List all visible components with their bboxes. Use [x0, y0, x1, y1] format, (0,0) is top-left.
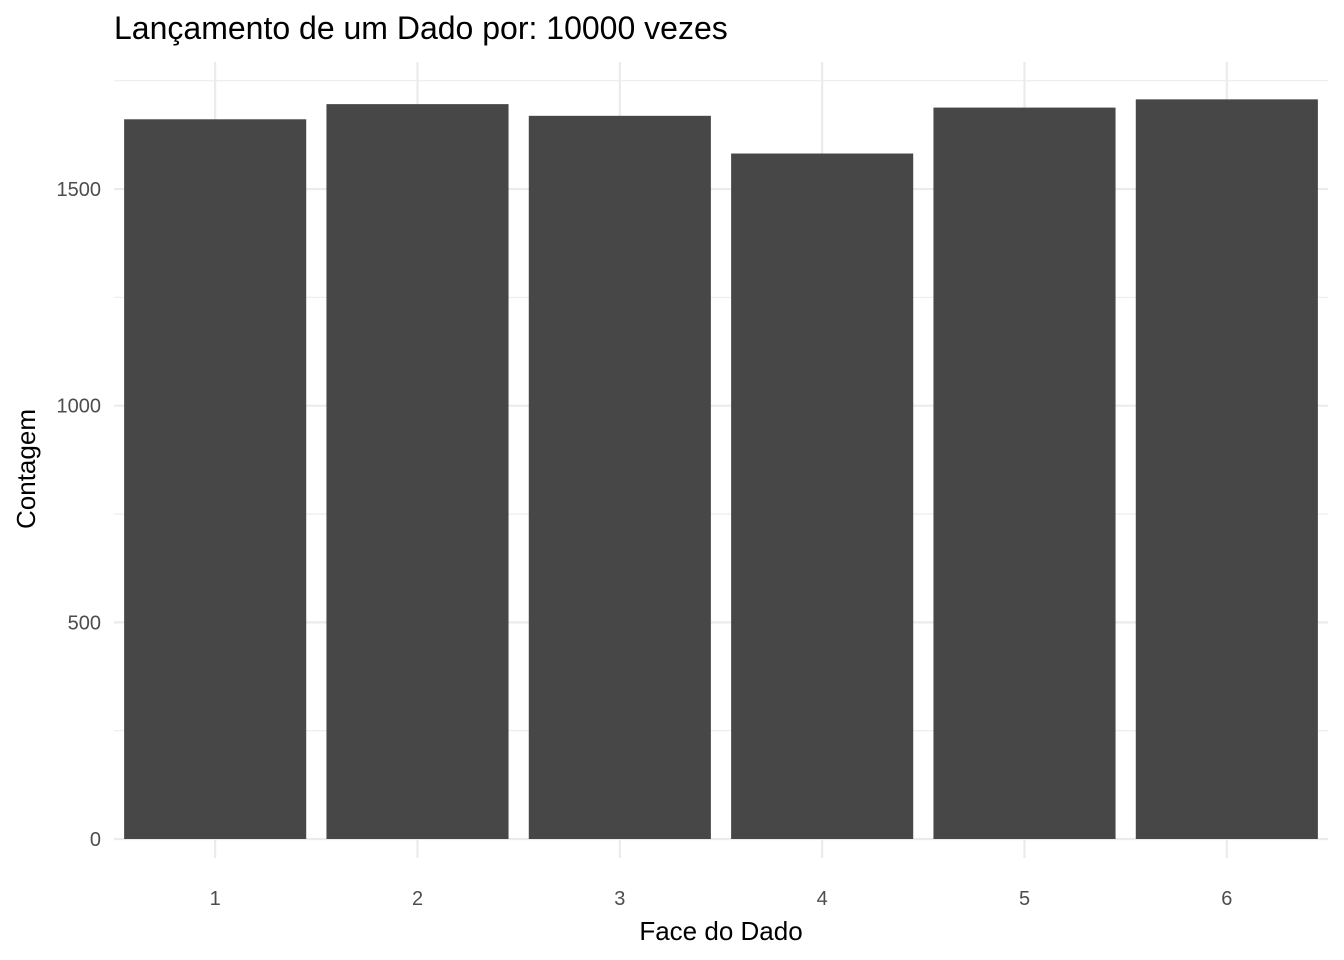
bar-face-5 — [933, 107, 1116, 839]
x-tick-label: 1 — [210, 888, 221, 910]
bar-face-6 — [1135, 99, 1318, 839]
x-tick-label: 2 — [412, 888, 423, 910]
x-axis-title: Face do Dado — [639, 916, 802, 946]
bars — [124, 99, 1318, 840]
bar-face-2 — [326, 104, 509, 840]
x-tick-label: 5 — [1019, 888, 1030, 910]
y-tick-label: 1000 — [57, 396, 102, 418]
y-axis-title: Contagem — [11, 409, 41, 529]
x-tick-label: 4 — [817, 888, 828, 910]
x-axis-tick-labels: 1 2 3 4 5 6 — [210, 888, 1233, 910]
y-tick-label: 500 — [68, 612, 101, 634]
x-tick-label: 3 — [614, 888, 625, 910]
bar-face-1 — [124, 119, 307, 839]
y-tick-label: 0 — [90, 829, 101, 851]
y-axis-tick-labels: 0 500 1000 1500 — [57, 179, 102, 851]
y-tick-label: 1500 — [57, 179, 102, 201]
bar-face-3 — [528, 115, 711, 840]
x-tick-label: 6 — [1221, 888, 1232, 910]
bar-face-4 — [731, 153, 914, 839]
chart-title: Lançamento de um Dado por: 10000 vezes — [114, 10, 728, 46]
